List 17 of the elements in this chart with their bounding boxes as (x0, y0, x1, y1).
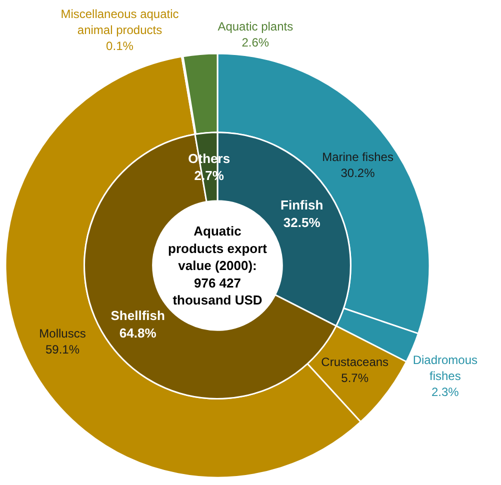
data-label: 32.5% (283, 214, 321, 230)
data-label: 30.2% (340, 166, 376, 180)
slice-label: Diadromous fishes (412, 352, 478, 383)
data-label: 2.6% (242, 36, 270, 50)
slice-label: Marine fishes (322, 150, 394, 164)
slice-label: Finfish (280, 198, 324, 213)
slice-label: Aquatic plants (218, 20, 294, 34)
slice-label: Miscellaneous aquatic animal products (60, 6, 179, 37)
slice-label: Molluscs (39, 326, 86, 340)
text: Aquatic products export value (2000): 976 427 thousand USD (168, 224, 268, 308)
data-label: 59.1% (46, 342, 80, 356)
slice-label: Crustaceans (321, 354, 389, 369)
data-label: 0.1% (106, 39, 134, 54)
slice-label: Shellfish (110, 308, 165, 324)
data-label: 64.8% (119, 325, 157, 340)
data-label: 2.3% (431, 384, 460, 399)
data-label: 5.7% (341, 371, 369, 386)
